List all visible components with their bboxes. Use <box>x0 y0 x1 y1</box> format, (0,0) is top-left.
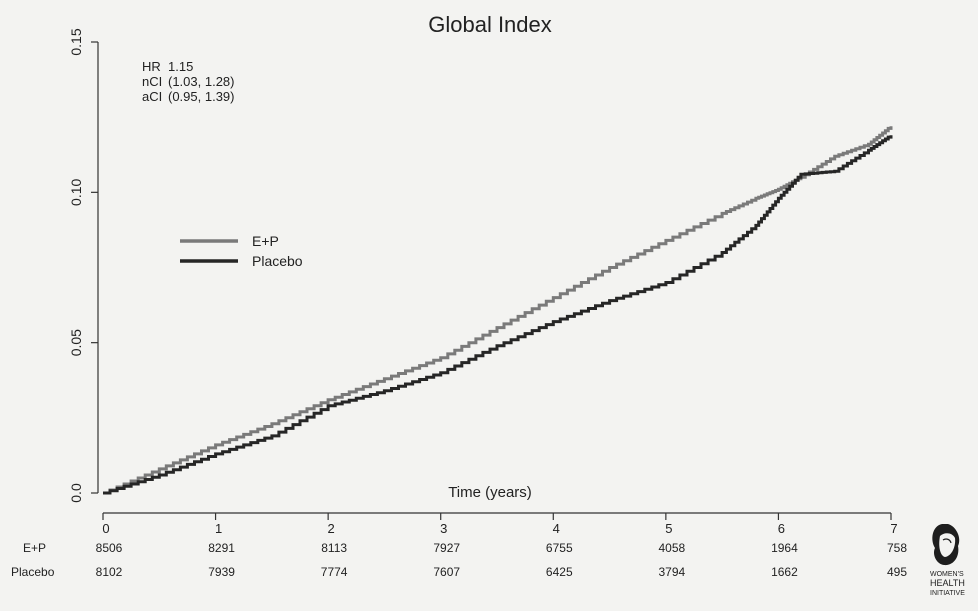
svg-text:WOMEN'S: WOMEN'S <box>930 571 964 578</box>
womens-health-initiative-logo: WOMEN'S HEALTH INITIATIVE <box>930 524 965 597</box>
y-tick-label: 0.05 <box>68 329 84 356</box>
legend-label: Placebo <box>252 253 303 269</box>
risk-cell: 3794 <box>659 565 686 579</box>
annotation-label: nCI <box>142 74 162 89</box>
risk-row-label: E+P <box>23 541 46 555</box>
risk-cell: 495 <box>887 565 907 579</box>
chart-title: Global Index <box>428 12 552 37</box>
annotation-value: 1.15 <box>168 59 193 74</box>
risk-cell: 8113 <box>321 541 347 555</box>
annotation-label: aCI <box>142 89 162 104</box>
hazard-ratio-annotation: HR 1.15 nCI (1.03, 1.28) aCI (0.95, 1.39) <box>142 59 235 104</box>
x-tick-label: 4 <box>553 521 560 536</box>
risk-cell: 7774 <box>321 565 348 579</box>
risk-cell: 6755 <box>546 541 573 555</box>
risk-cell: 7939 <box>208 565 235 579</box>
y-tick-label: 0.0 <box>68 483 84 503</box>
risk-table: E+P 8506 8291 8113 7927 6755 4058 1964 758 Placeb… <box>11 541 907 579</box>
x-tick-label: 1 <box>215 521 222 536</box>
series-line-e-p <box>103 126 893 495</box>
legend-label: E+P <box>252 233 279 249</box>
risk-cell: 1964 <box>771 541 798 555</box>
x-tick-label: 6 <box>778 521 785 536</box>
y-tick-label: 0.15 <box>68 28 84 55</box>
x-tick-label: 5 <box>665 521 672 536</box>
risk-row-label: Placebo <box>11 565 55 579</box>
risk-cell: 758 <box>887 541 907 555</box>
x-tick-label: 0 <box>102 521 109 536</box>
annotation-label: HR <box>142 59 161 74</box>
risk-cell: 7927 <box>433 541 460 555</box>
risk-cell: 4058 <box>659 541 686 555</box>
x-tick-label: 7 <box>890 521 897 536</box>
legend: E+P Placebo <box>180 233 303 269</box>
risk-cell: 8102 <box>96 565 123 579</box>
annotation-value: (1.03, 1.28) <box>168 74 235 89</box>
risk-cell: 6425 <box>546 565 573 579</box>
risk-cell: 7607 <box>433 565 460 579</box>
annotation-value: (0.95, 1.39) <box>168 89 235 104</box>
x-tick-label: 2 <box>328 521 335 536</box>
y-tick-label: 0.10 <box>68 178 84 205</box>
svg-text:HEALTH: HEALTH <box>930 578 965 588</box>
series-line-placebo <box>103 135 893 495</box>
x-axis-label: Time (years) <box>448 484 532 501</box>
series-lines <box>103 126 893 495</box>
risk-cell: 1662 <box>771 565 798 579</box>
axes: 0.0 0.05 0.10 0.15 0 1 2 3 4 5 6 7 <box>68 28 898 536</box>
risk-cell: 8506 <box>96 541 123 555</box>
x-tick-label: 3 <box>440 521 447 536</box>
risk-cell: 8291 <box>208 541 235 555</box>
svg-text:INITIATIVE: INITIATIVE <box>930 590 965 597</box>
